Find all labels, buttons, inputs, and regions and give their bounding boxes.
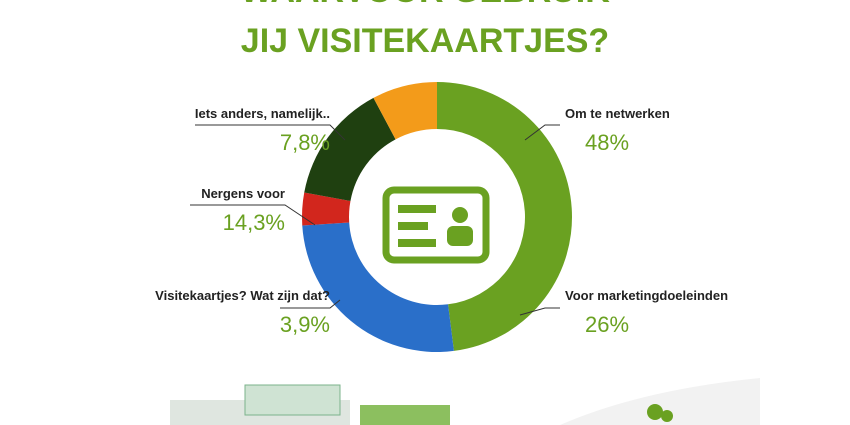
value-label: 3,9% bbox=[280, 312, 330, 337]
leader-line bbox=[519, 307, 560, 316]
card-icon bbox=[382, 186, 490, 264]
donut bbox=[302, 82, 573, 353]
value-label: 14,3% bbox=[223, 210, 285, 235]
category-label: Visitekaartjes? Wat zijn dat? bbox=[155, 288, 330, 303]
leader-line bbox=[524, 124, 560, 141]
chart-title: WAARVOOR GEBRUIK bbox=[240, 0, 610, 10]
category-label: Voor marketingdoeleinden bbox=[565, 288, 728, 303]
category-label: Om te netwerken bbox=[565, 106, 670, 121]
value-label: 26% bbox=[585, 312, 629, 337]
category-label: Nergens voor bbox=[201, 186, 285, 201]
leader-line bbox=[195, 124, 346, 141]
donut-segment bbox=[302, 192, 351, 226]
category-label: Iets anders, namelijk.. bbox=[195, 106, 330, 121]
chart-subtitle: JIJ VISITEKAARTJES? bbox=[241, 22, 609, 60]
value-label: 48% bbox=[585, 130, 629, 155]
leader-line bbox=[190, 204, 316, 226]
donut-segment bbox=[302, 222, 454, 353]
leader-line bbox=[280, 299, 341, 309]
donut-segment bbox=[304, 97, 396, 202]
decoration bbox=[170, 378, 760, 425]
donut-segment bbox=[437, 82, 573, 351]
value-label: 7,8% bbox=[280, 130, 330, 155]
donut-segment bbox=[373, 82, 437, 140]
